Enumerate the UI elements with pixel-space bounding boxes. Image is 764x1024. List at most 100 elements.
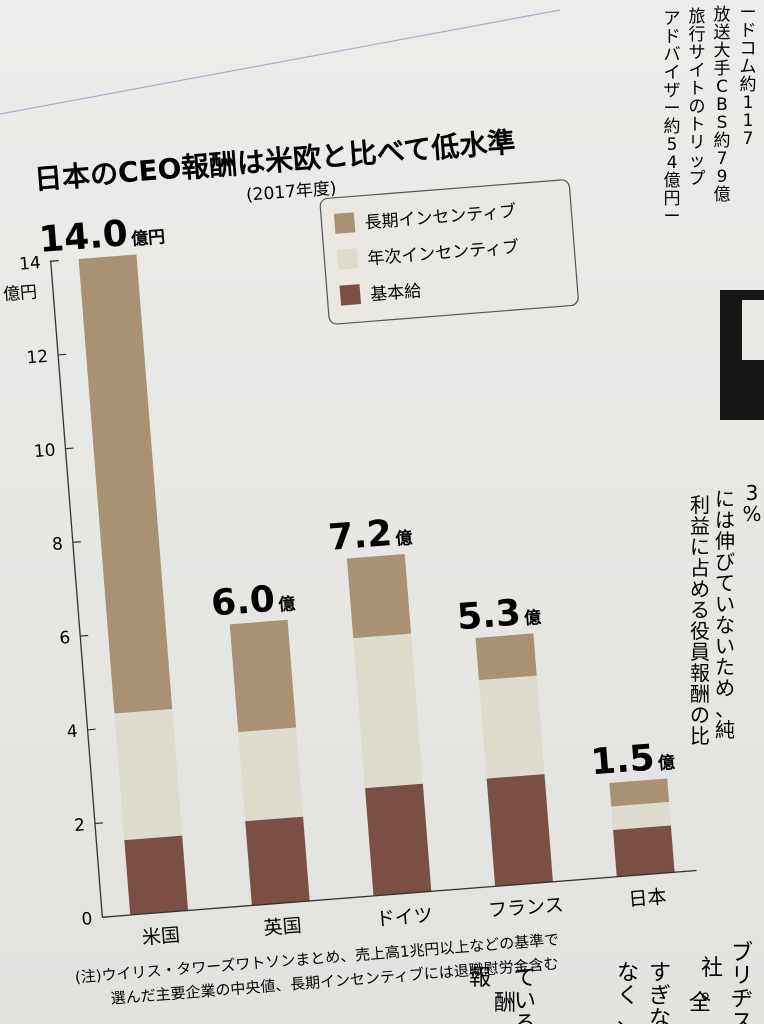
bar-total-label: 1.5億 xyxy=(589,736,676,783)
bar-segment xyxy=(613,825,675,877)
category-label: ドイツ xyxy=(375,904,434,930)
side-bottom-column: 報 xyxy=(469,966,491,991)
y-tick-label: 6 xyxy=(59,628,71,649)
vertical-char: 利 xyxy=(690,493,710,517)
vertical-char: る xyxy=(690,598,710,622)
bar-segment xyxy=(611,801,671,830)
vertical-char: B xyxy=(716,95,728,115)
side-bottom-column: い xyxy=(514,989,536,1014)
vertical-char: % xyxy=(742,502,761,526)
vertical-char: 7 xyxy=(743,129,754,149)
vertical-char: サ xyxy=(689,43,706,63)
category-label: 日本 xyxy=(628,886,668,911)
vertical-char: す xyxy=(649,961,671,986)
legend-swatch xyxy=(336,248,359,270)
bar-total-label: 5.3億 xyxy=(455,591,542,638)
vertical-char: 旅 xyxy=(689,7,706,27)
vertical-char: ぎ xyxy=(649,984,671,1009)
y-tick-label: 10 xyxy=(33,440,56,462)
side-bottom-column: 社。 xyxy=(701,956,723,1004)
side-bottom-column: 全 xyxy=(689,991,711,1016)
category-label: フランス xyxy=(487,894,564,922)
y-tick-mark xyxy=(94,822,103,825)
vertical-char: ブ xyxy=(731,941,753,966)
vertical-char: 1 xyxy=(743,111,754,131)
y-tick-mark xyxy=(80,634,89,637)
vertical-char: 伸 xyxy=(715,529,735,553)
vertical-char: 酬 xyxy=(494,991,516,1016)
vertical-char: ッ xyxy=(689,151,706,171)
vertical-char: 4 xyxy=(667,153,678,173)
vertical-char: バ xyxy=(664,45,681,65)
vertical-char: プ xyxy=(689,169,706,189)
y-tick-mark xyxy=(72,541,81,543)
vertical-char: て xyxy=(514,966,536,991)
vertical-char: リ xyxy=(731,964,753,989)
bar-segment xyxy=(78,254,173,714)
vertical-char: 役 xyxy=(690,619,710,643)
y-axis-line xyxy=(49,260,103,918)
vertical-char: 、 xyxy=(715,697,735,721)
bar-total-unit: 億円 xyxy=(130,226,166,250)
y-tick-mark xyxy=(65,447,74,450)
bar-segment xyxy=(229,619,297,733)
vertical-char: 円 xyxy=(664,189,681,209)
vertical-char: 報 xyxy=(690,661,710,685)
vertical-char: 占 xyxy=(690,556,710,580)
category-label: 米国 xyxy=(141,924,181,949)
vertical-char: 1 xyxy=(743,93,754,113)
vertical-char: ト xyxy=(689,115,706,135)
vertical-char: な xyxy=(617,961,639,986)
vertical-char: ー xyxy=(740,3,757,23)
bar-segment xyxy=(486,773,553,887)
vertical-char: 放 xyxy=(714,5,731,25)
vertical-char: た xyxy=(715,655,735,679)
bar-total-label: 6.0億 xyxy=(210,577,297,624)
y-tick-mark xyxy=(87,728,96,731)
vertical-char: C xyxy=(716,77,728,97)
vertical-char: ス xyxy=(731,1010,753,1024)
vertical-char: 7 xyxy=(717,149,728,169)
bar-stacks xyxy=(78,254,697,918)
vertical-char: に xyxy=(715,487,735,511)
bar-segment xyxy=(478,675,545,779)
vertical-char: 酬 xyxy=(690,682,710,706)
vertical-char: ー xyxy=(664,207,681,227)
side-bottom-column: 酬 xyxy=(494,991,516,1016)
vertical-char: ト xyxy=(689,79,706,99)
legend-label: 基本給 xyxy=(370,281,422,305)
bar-segment xyxy=(238,727,304,822)
vertical-char: び xyxy=(715,550,735,574)
vertical-char: 送 xyxy=(714,23,731,43)
legend-box xyxy=(319,179,579,325)
vertical-char: 手 xyxy=(714,59,731,79)
y-tick-label: 4 xyxy=(66,722,78,743)
vertical-char: め xyxy=(715,676,735,700)
vertical-char: 益 xyxy=(690,514,710,538)
vertical-char: 9 xyxy=(717,167,728,187)
bar-segment xyxy=(365,783,432,896)
vertical-char: く xyxy=(617,984,639,1009)
vertical-char: て xyxy=(715,571,735,595)
vertical-char: イ xyxy=(689,61,706,81)
y-axis-unit-label: 億円 xyxy=(2,282,37,305)
bar-segment xyxy=(114,709,183,841)
vertical-char: な xyxy=(649,1007,671,1024)
category-label: 英国 xyxy=(263,915,303,940)
vertical-char: コ xyxy=(740,39,757,59)
vertical-char: る xyxy=(514,1012,536,1024)
vertical-char: の xyxy=(690,703,710,727)
vertical-char: S xyxy=(717,113,728,133)
side-mid-column: 3% xyxy=(742,481,761,526)
vertical-char: 約 xyxy=(714,131,731,151)
bar-total-label: 7.2億 xyxy=(327,511,414,558)
bar-total-unit: 億 xyxy=(523,607,542,629)
